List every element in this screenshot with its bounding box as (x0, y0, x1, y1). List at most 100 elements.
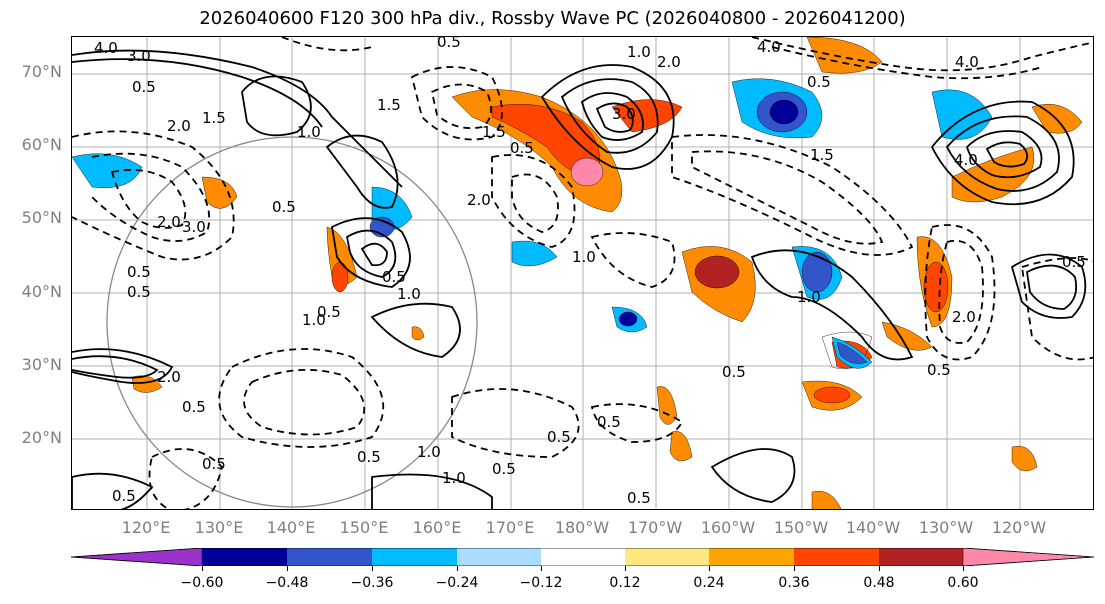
colorbar-tickmark (372, 566, 373, 571)
colorbar-tick-label: −0.36 (350, 575, 394, 591)
contour-label: 0.5 (382, 268, 406, 286)
map-panel: 4.0 3.0 0.5 2.0 1.5 1.0 0.5 1.0 1.5 2.0 … (71, 36, 1094, 510)
colorbar-tickmark (709, 566, 710, 571)
lon-label-150w: 150°W (773, 518, 829, 537)
contour-label: 4.0 (954, 151, 978, 169)
contour-label: 0.5 (437, 37, 461, 51)
colorbar (71, 548, 1094, 566)
colorbar-tick-label: 0.24 (693, 575, 725, 591)
shade-blob (801, 251, 833, 293)
contour-label: 3.0 (612, 105, 636, 123)
shade-blob (769, 99, 799, 125)
lon-label-130w: 130°W (918, 518, 974, 537)
colorbar-tickmark (202, 566, 203, 571)
contour-label: 1.5 (377, 96, 401, 114)
colorbar-tick-label: 0.36 (778, 575, 810, 591)
contour-label: 0.5 (627, 489, 651, 507)
contour-label: 0.5 (492, 460, 516, 478)
colorbar-tick-label: 0.12 (609, 575, 641, 591)
colorbar-tick-label: 0.48 (863, 575, 895, 591)
colorbar-swatch (287, 548, 372, 566)
lat-label-50n: 50°N (21, 208, 62, 227)
contour-label: 0.5 (510, 139, 534, 157)
contour-label: 3.0 (182, 218, 206, 236)
contour-label: 0.5 (127, 283, 151, 301)
lon-label-170w: 170°W (627, 518, 683, 537)
colorbar-swatch (457, 548, 541, 566)
dashed-contours (72, 37, 1093, 509)
colorbar-swatch (962, 548, 1094, 566)
shade-blob (1011, 446, 1038, 472)
contour-labels: 4.0 3.0 0.5 2.0 1.5 1.0 0.5 1.0 1.5 2.0 … (94, 37, 1086, 507)
colorbar-swatch (879, 548, 963, 566)
solid-contours (72, 49, 1087, 509)
contour-label: 2.0 (467, 191, 491, 209)
contour-label: 2.0 (157, 368, 181, 386)
lon-label-160e: 160°E (412, 518, 462, 537)
reference-circle (106, 136, 478, 508)
contour-label: 0.5 (127, 263, 151, 281)
lat-label-60n: 60°N (21, 135, 62, 154)
colorbar-tick-label: −0.48 (265, 575, 309, 591)
contour-label: 1.0 (417, 443, 441, 461)
contour-label: 0.5 (182, 398, 206, 416)
colorbar-swatch (625, 548, 709, 566)
lon-label-160w: 160°W (700, 518, 756, 537)
contour-label: 0.5 (357, 448, 381, 466)
colorbar-tickmark (794, 566, 795, 571)
contour-label: 0.5 (202, 455, 226, 473)
contour-label: 1.5 (482, 123, 506, 141)
colorbar-swatch (202, 548, 287, 566)
shade-blob (611, 99, 683, 133)
lon-label-120w: 120°W (991, 518, 1047, 537)
shade-blob (694, 255, 740, 289)
shade-blob (813, 386, 851, 404)
shade-blob (821, 331, 873, 370)
contour-label: 0.5 (807, 73, 831, 91)
colorbar-tick-label: 0.60 (947, 575, 979, 591)
contour-label: 0.5 (927, 361, 951, 379)
colorbar-tickmark (963, 566, 964, 571)
contour-label: 0.5 (722, 363, 746, 381)
shade-blob (618, 311, 638, 327)
lon-label-180w: 180°W (554, 518, 610, 537)
contour-label: 1.5 (202, 109, 226, 127)
contour-label: 1.0 (302, 311, 326, 329)
lon-label-170e: 170°E (485, 518, 535, 537)
colorbar-tick-label: −0.12 (519, 575, 563, 591)
shade-blob (511, 240, 558, 267)
contour-label: 0.5 (112, 487, 136, 505)
contour-label: 1.0 (627, 43, 651, 61)
shade-blob (836, 341, 868, 364)
shade-blob (331, 261, 349, 293)
lon-label-140e: 140°E (266, 518, 316, 537)
contour-label: 2.0 (167, 117, 191, 135)
contour-label: 1.0 (442, 469, 466, 487)
contour-label: 4.0 (757, 38, 781, 56)
shade-blob (811, 491, 842, 509)
contour-label: 1.0 (572, 248, 596, 266)
lat-label-40n: 40°N (21, 282, 62, 301)
contour-label: 1.5 (810, 146, 834, 164)
contour-label: 0.5 (272, 198, 296, 216)
contour-label: 2.0 (952, 308, 976, 326)
contour-label: 0.5 (317, 303, 341, 321)
colorbar-swatch (372, 548, 457, 566)
lat-label-70n: 70°N (21, 62, 62, 81)
colorbar-tickmark (287, 566, 288, 571)
shade-blob (669, 431, 693, 462)
contour-label: 1.0 (797, 288, 821, 306)
figure-title: 2026040600 F120 300 hPa div., Rossby Wav… (199, 8, 906, 29)
shade-blob (72, 153, 143, 188)
colorbar-tick-label: −0.24 (435, 575, 479, 591)
colorbar-swatch (709, 548, 794, 566)
lat-label-30n: 30°N (21, 355, 62, 374)
lon-label-140w: 140°W (845, 518, 901, 537)
contour-label: 0.5 (547, 428, 571, 446)
shade-blob (656, 386, 678, 425)
contour-label: 2.0 (657, 53, 681, 71)
map-canvas: 4.0 3.0 0.5 2.0 1.5 1.0 0.5 1.0 1.5 2.0 … (72, 37, 1093, 509)
colorbar-tickmark (625, 566, 626, 571)
colorbar-tickmark (541, 566, 542, 571)
shade-blob (881, 321, 933, 351)
